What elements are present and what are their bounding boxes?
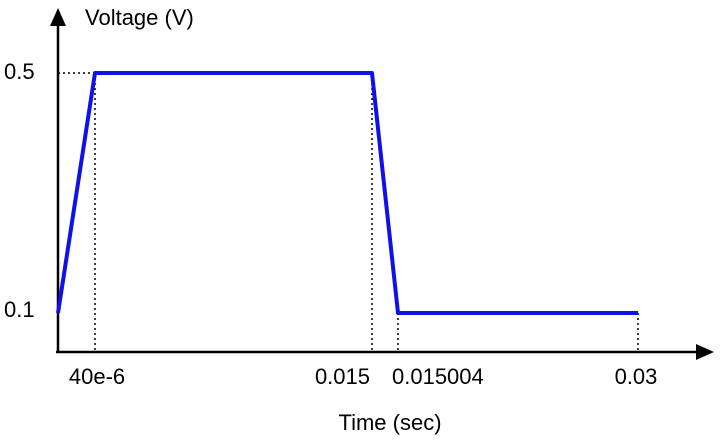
waveform [56, 71, 638, 315]
y-axis-arrow [50, 8, 66, 26]
y-tick-label: 0.1 [4, 297, 35, 322]
x-tick-label: 40e-6 [69, 364, 125, 389]
x-tick-label: 0.03 [615, 364, 658, 389]
y-tick-label: 0.5 [4, 59, 35, 84]
y-axis-label: Voltage (V) [85, 5, 194, 30]
x-tick-label: 0.015004 [392, 364, 484, 389]
x-axis-arrow [696, 344, 714, 360]
x-axis-label: Time (sec) [338, 410, 441, 435]
x-tick-label: 0.015 [315, 364, 370, 389]
